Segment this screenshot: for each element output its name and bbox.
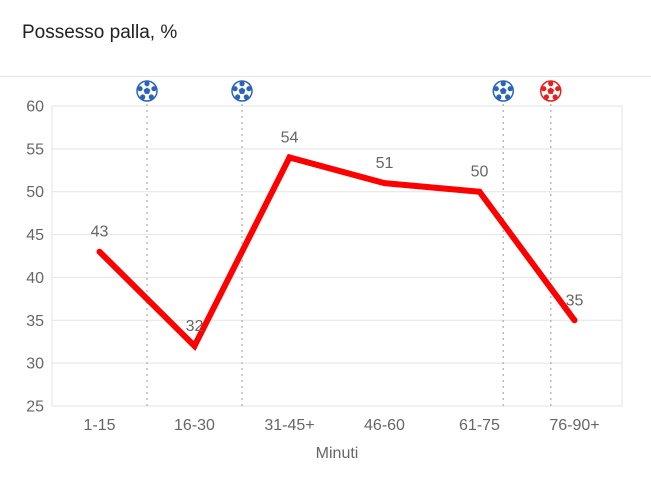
y-tick-label: 50 [26,184,44,201]
y-axis-ticks: 60 55 50 45 40 35 30 25 [26,99,44,416]
data-label: 54 [281,129,299,146]
x-tick-label: 16-30 [174,417,215,434]
data-point [191,343,198,349]
data-label: 35 [566,292,584,309]
header-divider [0,76,651,77]
x-axis-title: Minuti [316,445,359,462]
data-point [381,180,388,187]
x-tick-label: 76-90+ [549,417,599,434]
data-point [96,248,103,255]
chart-grid [51,105,623,407]
y-tick-label: 55 [26,141,44,158]
data-points [96,154,578,349]
soccer-ball-icon [540,80,562,102]
series-line [97,153,577,352]
x-tick-label: 31-45+ [264,417,314,434]
x-tick-label: 1-15 [83,417,115,434]
data-labels: 43 32 54 51 50 35 [91,129,584,335]
data-label: 51 [376,155,394,172]
y-tick-label: 25 [26,399,44,416]
x-axis-ticks: 1-15 16-30 31-45+ 46-60 61-75 76-90+ [83,417,599,434]
y-tick-label: 60 [26,99,44,116]
soccer-ball-icon [136,80,158,102]
y-tick-label: 40 [26,270,44,287]
event-markers [136,80,562,406]
data-point [571,317,578,324]
y-tick-label: 30 [26,356,44,373]
soccer-ball-icon [492,80,514,102]
soccer-ball-icon [231,80,253,102]
data-label: 32 [186,318,204,335]
data-point [476,188,483,195]
y-tick-label: 35 [26,313,44,330]
x-tick-label: 61-75 [459,417,500,434]
series-lines [97,153,577,352]
data-label: 50 [471,164,489,181]
data-point [286,154,293,161]
x-tick-label: 46-60 [364,417,405,434]
data-label: 43 [91,224,109,241]
y-tick-label: 45 [26,227,44,244]
chart-title: Possesso palla, % [22,22,178,43]
